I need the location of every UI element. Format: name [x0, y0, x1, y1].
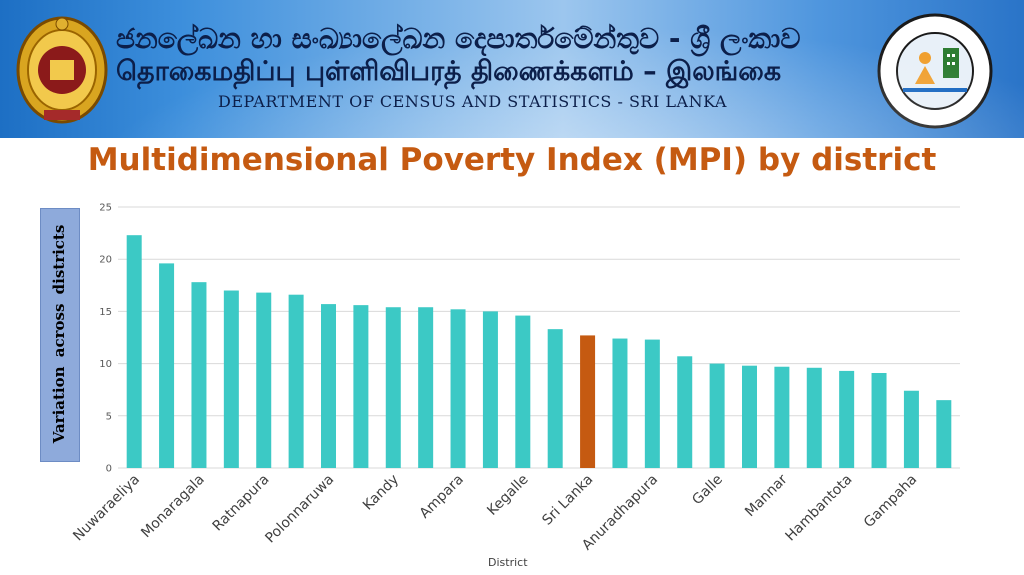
bar: [288, 294, 304, 468]
bar: [580, 335, 596, 468]
y-tick-label: 25: [99, 203, 112, 214]
bar: [450, 309, 466, 468]
bar: [126, 235, 142, 468]
chart-title: Multidimensional Poverty Index (MPI) by …: [87, 142, 937, 178]
banner-sinhala-text: ජනලේඛන හා සංඛ්‍යාලේඛන දෙපාර්තමේන්තුව - ශ…: [116, 22, 801, 55]
bar: [612, 338, 628, 468]
bar: [353, 305, 369, 468]
bar: [806, 367, 822, 468]
bar: [418, 307, 434, 468]
bar: [742, 365, 757, 468]
y-tick-label: 0: [106, 464, 112, 475]
bar: [774, 366, 790, 468]
x-category-label: Ratnapura: [210, 472, 273, 535]
bar: [839, 370, 855, 468]
y-tick-label: 5: [106, 411, 112, 422]
x-category-label: Ampara: [417, 472, 467, 522]
y-tick-label: 20: [99, 255, 112, 266]
bar: [321, 304, 336, 468]
x-axis-label: District: [488, 556, 528, 569]
bar: [159, 263, 175, 468]
x-category-label: Kandy: [360, 472, 402, 514]
bar: [936, 400, 952, 468]
bar: [709, 363, 725, 468]
x-category-label: Nuwaraeliya: [70, 472, 143, 545]
bar: [677, 356, 693, 468]
banner-english-text: DEPARTMENT OF CENSUS AND STATISTICS - SR…: [218, 92, 727, 111]
bar: [547, 329, 563, 468]
x-category-label: Monaragala: [138, 472, 208, 542]
x-category-label: Kegalle: [484, 472, 531, 519]
x-category-label: Polonnaruwa: [262, 472, 337, 547]
bar: [191, 282, 207, 468]
x-category-label: Galle: [689, 472, 726, 509]
x-category-label: Mannar: [742, 471, 791, 520]
bar: [871, 372, 887, 468]
bar: [482, 311, 498, 468]
bar: [515, 315, 531, 468]
header-banner: ජනලේඛන හා සංඛ්‍යාලේඛන දෙපාර්තමේන්තුව - ශ…: [0, 0, 1024, 138]
bar: [385, 307, 401, 468]
y-tick-label: 15: [99, 307, 112, 318]
y-axis-label-box: [40, 208, 80, 462]
bar: [644, 339, 660, 468]
x-category-label: Sri Lanka: [539, 472, 596, 529]
banner-tamil-text: தொகைமதிப்பு புள்ளிவிபரத் திணைக்களம் – இல…: [116, 56, 782, 87]
y-tick-label: 10: [99, 359, 112, 370]
x-category-label: Gampaha: [861, 472, 920, 531]
x-category-label: Hambantota: [782, 472, 855, 545]
bar: [903, 390, 919, 468]
bar: [223, 290, 239, 468]
bar: [256, 292, 272, 468]
